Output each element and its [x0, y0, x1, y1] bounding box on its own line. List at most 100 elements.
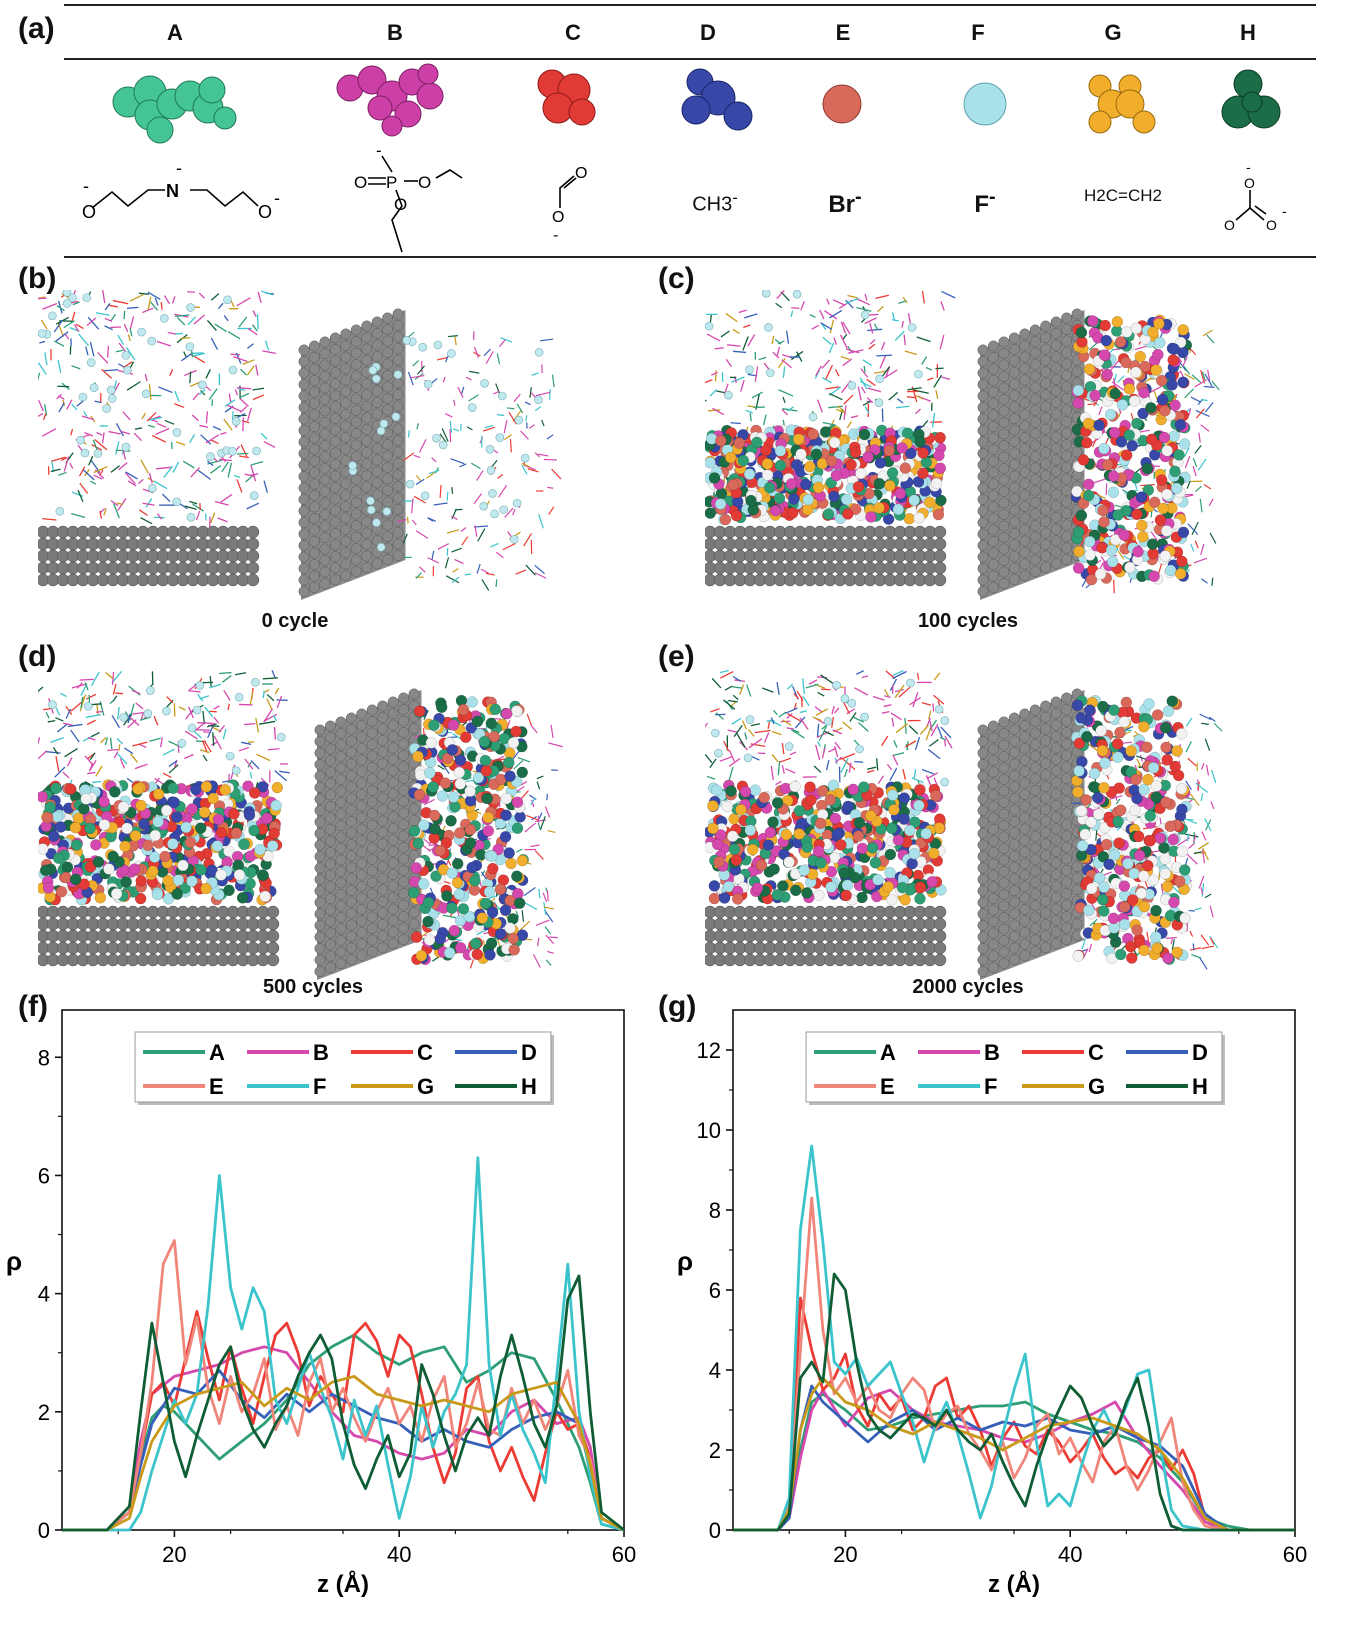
column-header-h: H	[1240, 20, 1256, 45]
structure-h-minus-2: -	[1282, 203, 1287, 219]
legend-label-e: E	[209, 1074, 224, 1099]
molecule-structures: O - N - O - O P - O O O O - O - O O -	[82, 63, 1287, 253]
legend-label-f: F	[313, 1074, 326, 1099]
structure-c-minus: -	[553, 227, 558, 244]
y-tick-label: 4	[38, 1282, 50, 1307]
molecule-h-model	[1221, 69, 1281, 129]
molecule-a-model	[112, 75, 237, 144]
legend-label-a: A	[880, 1040, 896, 1065]
legend-label-c: C	[1088, 1040, 1104, 1065]
x-tick-label: 20	[162, 1542, 186, 1567]
legend-label-d: D	[1192, 1040, 1208, 1065]
series-line-a	[62, 1333, 625, 1532]
y-axis-label: ρ	[6, 1246, 22, 1276]
structure-h	[1235, 190, 1267, 221]
y-tick-label: 8	[709, 1198, 721, 1223]
x-tick-label: 40	[387, 1542, 411, 1567]
y-tick-label: 0	[709, 1518, 721, 1543]
structure-c	[559, 175, 577, 208]
formula-d: CH3-	[692, 188, 738, 216]
chart-f: 20 40 60 0 2 4 6 8 z (Å) ρ A B C D E F G H	[6, 1009, 636, 1598]
structure-a-n: N	[166, 181, 179, 201]
legend-label-d: D	[521, 1040, 537, 1065]
structure-b-p: P	[386, 173, 397, 192]
series-line-b	[733, 1388, 1295, 1532]
series-line-d	[62, 1369, 625, 1532]
x-tick-label: 20	[833, 1542, 857, 1567]
column-header-f: F	[971, 20, 985, 45]
structure-h-o1: O	[1244, 175, 1255, 191]
column-header-d: D	[700, 20, 716, 45]
legend-label-b: B	[313, 1040, 329, 1065]
table-bottom-rule	[64, 256, 1316, 258]
y-tick-label: 8	[38, 1045, 50, 1070]
structure-c-o1: O	[575, 165, 587, 182]
legend-label-f: F	[984, 1074, 997, 1099]
table-top-rule	[64, 4, 1316, 6]
md-snapshot-b	[38, 290, 562, 600]
column-header-c: C	[565, 20, 581, 45]
structure-h-minus-1: -	[1246, 159, 1251, 175]
structure-h-o2: O	[1224, 217, 1235, 233]
column-header-b: B	[387, 20, 403, 45]
series-line-e	[62, 1239, 625, 1532]
panel-label-b: (b)	[18, 262, 57, 295]
x-axis-label: z (Å)	[988, 1570, 1040, 1598]
series-line-h	[62, 1274, 625, 1532]
structure-a-minus-1: -	[83, 176, 89, 196]
structure-b-minus: -	[376, 141, 382, 160]
panel-label-c: (c)	[658, 262, 695, 295]
series-line-a	[733, 1392, 1295, 1532]
column-header-e: E	[835, 20, 851, 45]
snapshot-caption: 100 cycles	[917, 610, 1019, 632]
structure-b-o3: O	[394, 195, 407, 214]
y-tick-label: 12	[697, 1038, 721, 1063]
snapshot-caption: 2000 cycles	[912, 976, 1024, 998]
series-line-e	[733, 1196, 1295, 1532]
structure-b	[368, 155, 463, 253]
table-header-rule	[64, 58, 1316, 60]
structure-a-minus-3: -	[274, 188, 280, 208]
md-snapshot-c	[705, 290, 1220, 600]
x-tick-label: 40	[1058, 1542, 1082, 1567]
series-line-h	[733, 1272, 1295, 1532]
substrate-block	[314, 688, 422, 980]
formula-g: H2C=CH2	[1084, 186, 1162, 205]
legend-label-h: H	[1192, 1074, 1208, 1099]
x-tick-label: 60	[612, 1542, 636, 1567]
formula-e: Br-	[828, 186, 862, 218]
column-header-g: G	[1104, 20, 1122, 45]
y-axis-label: ρ	[677, 1246, 693, 1276]
series-line-f	[733, 1144, 1295, 1532]
panel-label-e: (e)	[658, 640, 695, 673]
molecule-d-model	[681, 68, 753, 131]
legend-label-c: C	[417, 1040, 433, 1065]
legend-label-g: G	[1088, 1074, 1105, 1099]
molecule-f-model	[963, 82, 1007, 126]
series-line-f	[62, 1156, 625, 1532]
column-header-a: A	[167, 20, 183, 45]
legend-label-b: B	[984, 1040, 1000, 1065]
x-tick-label: 60	[1283, 1542, 1307, 1567]
panel-label-d: (d)	[18, 640, 57, 673]
y-tick-label: 0	[38, 1518, 50, 1543]
legend-label-h: H	[521, 1074, 537, 1099]
panel-label-a: (a)	[18, 12, 55, 45]
legend-box	[805, 1031, 1223, 1103]
y-tick-label: 2	[709, 1438, 721, 1463]
legend-label-e: E	[880, 1074, 895, 1099]
structure-a-o-right: O	[258, 202, 272, 222]
substrate-block	[977, 688, 1085, 980]
y-tick-label: 6	[709, 1278, 721, 1303]
structure-a	[91, 189, 259, 209]
substrate-block	[977, 308, 1085, 600]
structure-a-o-left: O	[82, 202, 96, 222]
legend-label-a: A	[209, 1040, 225, 1065]
series-line-d	[733, 1384, 1295, 1532]
structure-a-minus-2: -	[176, 158, 182, 178]
md-snapshot-d	[38, 670, 563, 980]
x-axis-label: z (Å)	[317, 1570, 369, 1598]
structure-h-o3: O	[1266, 217, 1277, 233]
structure-b-o: O	[354, 173, 367, 192]
snapshot-caption: 0 cycle	[261, 610, 329, 632]
